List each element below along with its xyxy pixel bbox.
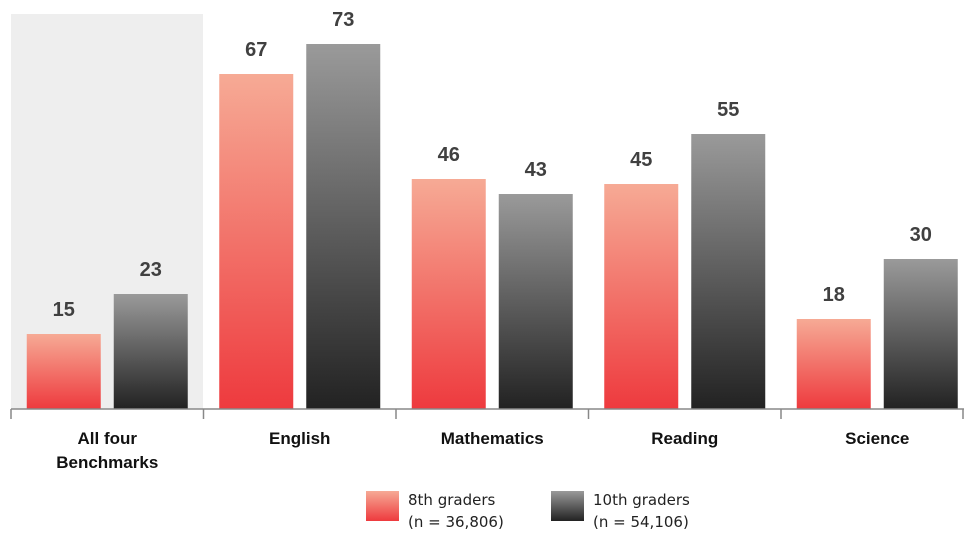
bar-10th-graders-english xyxy=(306,44,381,409)
value-label-8th-graders-all-four-benchmarks: 15 xyxy=(53,299,75,321)
bar-8th-graders-science xyxy=(796,319,871,409)
value-label-8th-graders-reading: 45 xyxy=(630,149,652,171)
legend-swatch-8th-graders xyxy=(366,491,399,521)
bar-10th-graders-science xyxy=(883,259,958,409)
value-label-10th-graders-english: 73 xyxy=(332,9,354,31)
value-label-10th-graders-mathematics: 43 xyxy=(525,159,547,181)
value-label-10th-graders-science: 30 xyxy=(910,224,932,246)
value-label-10th-graders-all-four-benchmarks: 23 xyxy=(140,259,162,281)
value-label-10th-graders-reading: 55 xyxy=(717,99,739,121)
bar-8th-graders-all-four-benchmarks xyxy=(26,334,101,409)
bar-8th-graders-english xyxy=(219,74,294,409)
legend-note-8th-graders: (n = 36,806) xyxy=(408,513,504,531)
legend-label-10th-graders: 10th graders xyxy=(593,491,690,509)
category-label-all-four-benchmarks: All four xyxy=(78,429,138,448)
category-label-mathematics: Mathematics xyxy=(441,429,544,448)
category-label-english: English xyxy=(269,429,330,448)
value-label-8th-graders-science: 18 xyxy=(823,284,845,306)
legend-label-8th-graders: 8th graders xyxy=(408,491,495,509)
bar-10th-graders-mathematics xyxy=(498,194,573,409)
legend-swatch-10th-graders xyxy=(551,491,584,521)
category-label-science: Science xyxy=(845,429,909,448)
bar-8th-graders-mathematics xyxy=(411,179,486,409)
category-label-reading: Reading xyxy=(651,429,718,448)
bar-8th-graders-reading xyxy=(604,184,679,409)
bar-10th-graders-all-four-benchmarks xyxy=(113,294,188,409)
value-label-8th-graders-english: 67 xyxy=(245,39,267,61)
bar-10th-graders-reading xyxy=(691,134,766,409)
category-label-all-four-benchmarks: Benchmarks xyxy=(56,453,158,472)
legend-note-10th-graders: (n = 54,106) xyxy=(593,513,689,531)
value-label-8th-graders-mathematics: 46 xyxy=(438,144,460,166)
